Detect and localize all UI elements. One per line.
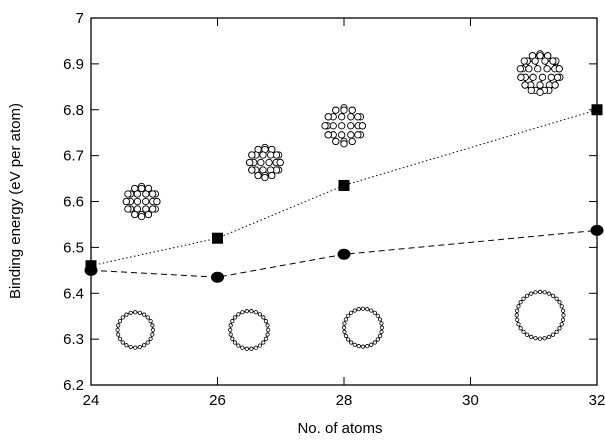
x-tick-label: 30 bbox=[462, 392, 479, 409]
data-point-circle-28 bbox=[338, 249, 351, 260]
atom-ring-32 bbox=[515, 290, 565, 340]
y-tick-label: 6.9 bbox=[63, 56, 84, 73]
x-tick-label: 32 bbox=[589, 392, 605, 409]
x-tick-label: 24 bbox=[83, 392, 100, 409]
fullerene-cage-28 bbox=[322, 105, 366, 147]
y-axis-label: Binding energy (eV per atom) bbox=[7, 103, 24, 299]
y-tick-label: 6.4 bbox=[63, 285, 84, 302]
x-tick-label: 26 bbox=[209, 392, 226, 409]
fullerene-cage-32 bbox=[517, 51, 563, 96]
y-tick-label: 7 bbox=[76, 10, 84, 27]
x-tick-label: 28 bbox=[336, 392, 353, 409]
y-tick-label: 6.6 bbox=[63, 194, 84, 211]
fullerene-cage-24 bbox=[123, 183, 160, 219]
data-point-square-26 bbox=[212, 233, 223, 244]
inset-illustrations bbox=[116, 51, 565, 351]
atom-ring-24 bbox=[116, 311, 155, 350]
atom-ring-28 bbox=[342, 307, 383, 348]
y-tick-label: 6.5 bbox=[63, 239, 84, 256]
y-tick-label: 6.2 bbox=[63, 377, 84, 394]
data-point-square-28 bbox=[339, 180, 350, 191]
fullerene-cage-26 bbox=[246, 144, 283, 180]
y-tick-label: 6.7 bbox=[63, 148, 84, 165]
y-tick-label: 6.3 bbox=[63, 331, 84, 348]
atom-ring-26 bbox=[228, 309, 269, 350]
data-point-circle-26 bbox=[211, 272, 224, 283]
x-axis-label: No. of atoms bbox=[297, 420, 382, 437]
y-tick-label: 6.8 bbox=[63, 102, 84, 119]
